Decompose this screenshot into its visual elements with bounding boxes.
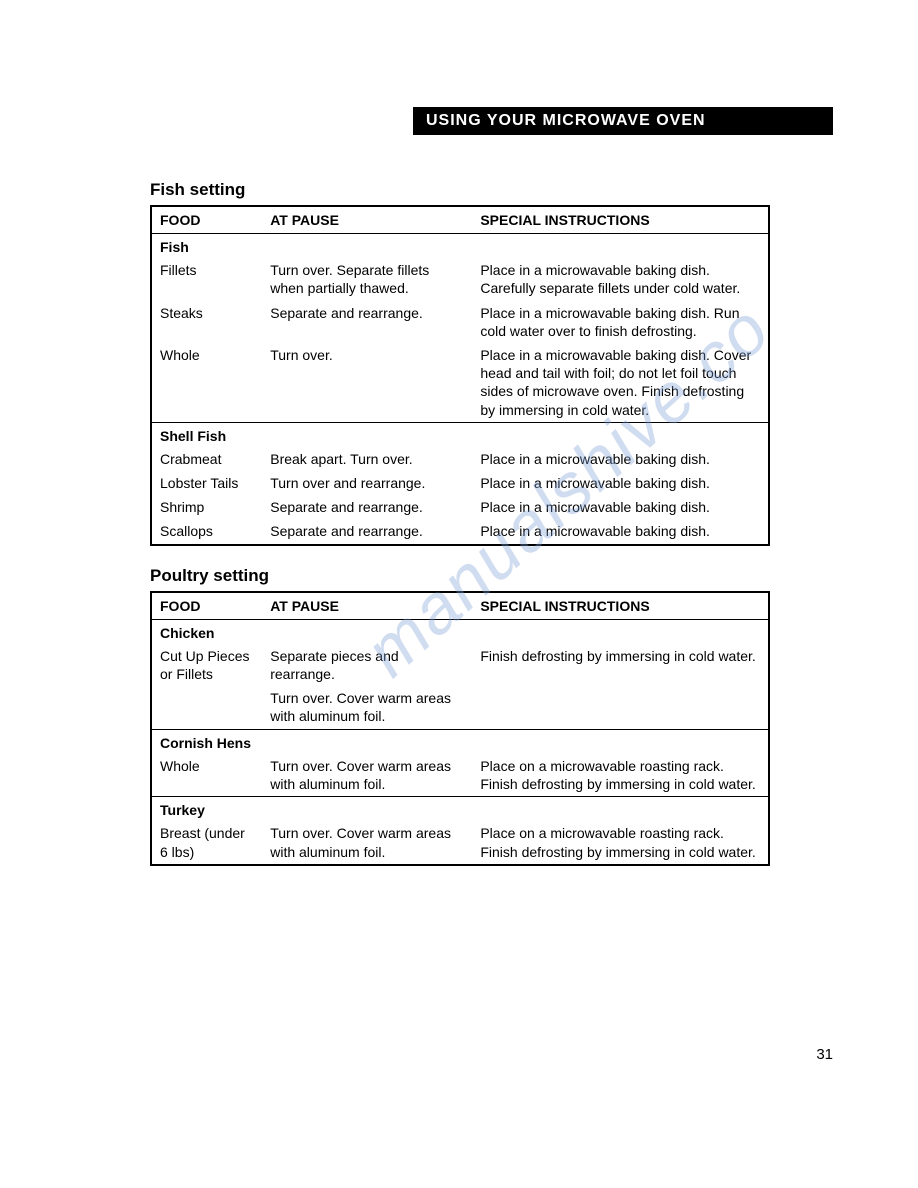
- cell-food: Scallops: [151, 519, 262, 544]
- cell-special: Place in a microwavable baking dish. Car…: [472, 258, 769, 300]
- header-banner: USING YOUR MICROWAVE OVEN: [413, 107, 833, 135]
- subheader-shellfish: Shell Fish: [151, 422, 769, 447]
- cell-special: Place in a microwavable baking dish. Cov…: [472, 343, 769, 422]
- cell-pause: Separate and rearrange.: [262, 495, 472, 519]
- banner-text: USING YOUR MICROWAVE OVEN: [426, 112, 706, 130]
- cell-special: Finish defrosting by immersing in cold w…: [472, 644, 769, 686]
- col-header-pause: AT PAUSE: [262, 592, 472, 620]
- cell-special: Place in a microwavable baking dish.: [472, 447, 769, 471]
- table-row: Cut Up Pieces or Fillets Separate pieces…: [151, 644, 769, 686]
- cell-pause: Break apart. Turn over.: [262, 447, 472, 471]
- table-header-row: FOOD AT PAUSE SPECIAL INSTRUCTIONS: [151, 206, 769, 234]
- section-title-poultry: Poultry setting: [150, 566, 770, 586]
- subheader-fish: Fish: [151, 234, 769, 259]
- table-row: Whole Turn over. Cover warm areas with a…: [151, 754, 769, 797]
- col-header-food: FOOD: [151, 206, 262, 234]
- col-header-pause: AT PAUSE: [262, 206, 472, 234]
- poultry-table: FOOD AT PAUSE SPECIAL INSTRUCTIONS Chick…: [150, 591, 770, 866]
- subheader-label: Cornish Hens: [151, 729, 769, 754]
- table-row: Whole Turn over. Place in a microwavable…: [151, 343, 769, 422]
- table-row: Crabmeat Break apart. Turn over. Place i…: [151, 447, 769, 471]
- table-row: Turn over. Cover warm areas with aluminu…: [151, 686, 769, 729]
- subheader-label: Chicken: [151, 619, 769, 644]
- cell-pause: Turn over. Cover warm areas with aluminu…: [262, 821, 472, 864]
- col-header-food: FOOD: [151, 592, 262, 620]
- cell-pause: Separate pieces and rearrange.: [262, 644, 472, 686]
- cell-special: Place in a microwavable baking dish.: [472, 519, 769, 544]
- cell-food: Whole: [151, 754, 262, 797]
- cell-special: Place on a microwavable roasting rack. F…: [472, 754, 769, 797]
- cell-food: Steaks: [151, 301, 262, 343]
- cell-special: Place on a microwavable roasting rack. F…: [472, 821, 769, 864]
- cell-pause: Separate and rearrange.: [262, 301, 472, 343]
- cell-special: Place in a microwavable baking dish.: [472, 471, 769, 495]
- table-header-row: FOOD AT PAUSE SPECIAL INSTRUCTIONS: [151, 592, 769, 620]
- cell-food: Cut Up Pieces or Fillets: [151, 644, 262, 686]
- col-header-special: SPECIAL INSTRUCTIONS: [472, 592, 769, 620]
- cell-food: Lobster Tails: [151, 471, 262, 495]
- subheader-label: Shell Fish: [151, 422, 769, 447]
- table-row: Scallops Separate and rearrange. Place i…: [151, 519, 769, 544]
- table-row: Fillets Turn over. Separate fillets when…: [151, 258, 769, 300]
- table-row: Shrimp Separate and rearrange. Place in …: [151, 495, 769, 519]
- cell-pause: Separate and rearrange.: [262, 519, 472, 544]
- cell-pause: Turn over and rearrange.: [262, 471, 472, 495]
- subheader-label: Turkey: [151, 797, 769, 822]
- cell-food: Crabmeat: [151, 447, 262, 471]
- cell-pause: Turn over. Cover warm areas with aluminu…: [262, 754, 472, 797]
- subheader-label: Fish: [151, 234, 769, 259]
- cell-food: [151, 686, 262, 729]
- page-number: 31: [816, 1046, 833, 1063]
- cell-food: Whole: [151, 343, 262, 422]
- subheader-turkey: Turkey: [151, 797, 769, 822]
- cell-special: Place in a microwavable baking dish.: [472, 495, 769, 519]
- cell-pause: Turn over.: [262, 343, 472, 422]
- cell-pause: Turn over. Cover warm areas with aluminu…: [262, 686, 472, 729]
- table-row: Steaks Separate and rearrange. Place in …: [151, 301, 769, 343]
- cell-special: Place in a microwavable baking dish. Run…: [472, 301, 769, 343]
- cell-food: Fillets: [151, 258, 262, 300]
- subheader-chicken: Chicken: [151, 619, 769, 644]
- cell-special: [472, 686, 769, 729]
- cell-food: Breast (under 6 lbs): [151, 821, 262, 864]
- cell-pause: Turn over. Separate fillets when partial…: [262, 258, 472, 300]
- subheader-cornishhens: Cornish Hens: [151, 729, 769, 754]
- table-row: Lobster Tails Turn over and rearrange. P…: [151, 471, 769, 495]
- col-header-special: SPECIAL INSTRUCTIONS: [472, 206, 769, 234]
- section-title-fish: Fish setting: [150, 180, 770, 200]
- cell-food: Shrimp: [151, 495, 262, 519]
- content-area: Fish setting FOOD AT PAUSE SPECIAL INSTR…: [150, 180, 770, 866]
- fish-table: FOOD AT PAUSE SPECIAL INSTRUCTIONS Fish …: [150, 205, 770, 546]
- table-row: Breast (under 6 lbs) Turn over. Cover wa…: [151, 821, 769, 864]
